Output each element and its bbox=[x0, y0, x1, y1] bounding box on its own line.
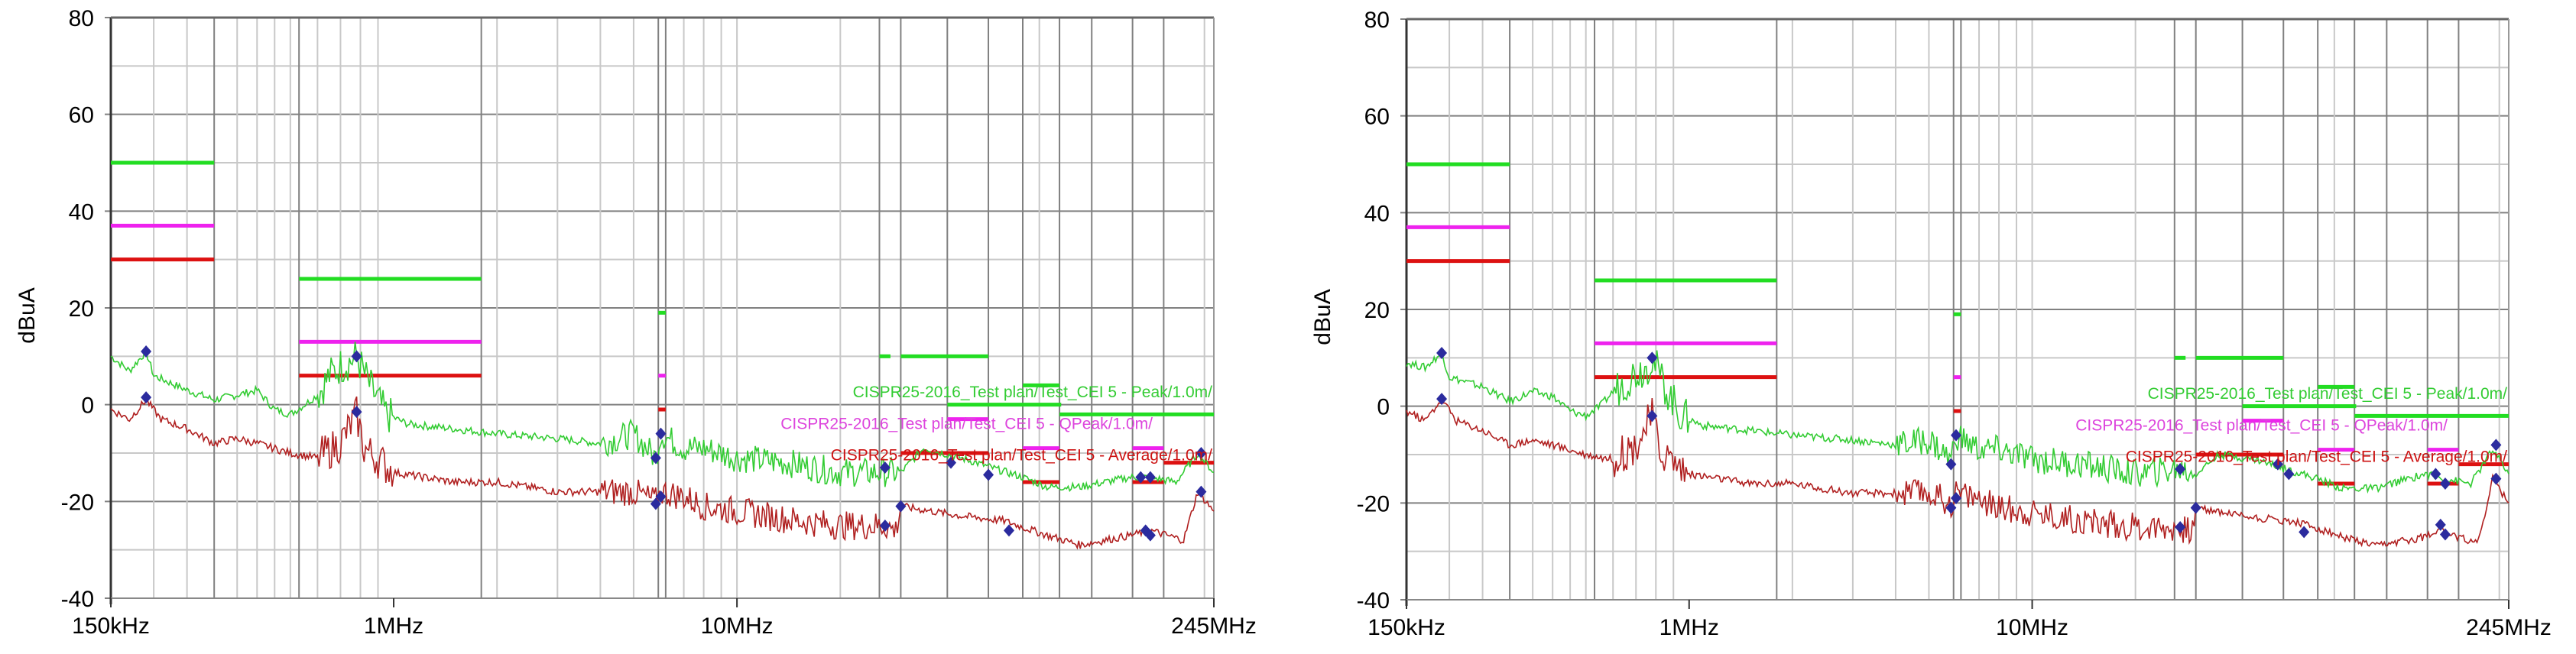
y-tick-label: 40 bbox=[1364, 201, 1390, 226]
peak-marker-icon bbox=[2435, 518, 2446, 531]
x-tick-label: 150kHz bbox=[1367, 615, 1445, 640]
peak-marker-icon bbox=[2430, 468, 2441, 481]
peak-marker-icon bbox=[351, 350, 362, 363]
y-tick-label: 60 bbox=[1364, 105, 1390, 130]
chart-right: -40 -20 0 20 40 60 80 dBuA 150kHz 1MHz 10MHz 245MHz… bbox=[1310, 8, 2552, 640]
peak-marker-icon bbox=[1646, 351, 1658, 364]
peak-marker-icon bbox=[1144, 471, 1156, 484]
peak-marker-icon bbox=[655, 427, 667, 440]
peak-marker-icon bbox=[895, 500, 907, 513]
peak-marker-icon bbox=[1196, 485, 1207, 498]
peak-marker-icon bbox=[1436, 393, 1448, 406]
peak-marker-icon bbox=[879, 520, 891, 532]
peak-marker-icon bbox=[2175, 521, 2186, 533]
peak-marker-icon bbox=[1196, 447, 1207, 459]
y-tick-label: 0 bbox=[81, 393, 94, 419]
peak-marker-icon bbox=[1003, 524, 1014, 537]
legend-entry: CISPR25-2016_Test plan/Test_CEI 5 - Peak… bbox=[2148, 385, 2508, 403]
peak-marker-icon bbox=[351, 406, 362, 419]
peak-marker-icon bbox=[1436, 347, 1448, 359]
x-tick-label: 10MHz bbox=[1996, 615, 2068, 640]
peak-marker-icon bbox=[650, 452, 661, 465]
y-axis-title: dBuA bbox=[1310, 289, 1335, 345]
peak-marker-icon bbox=[1135, 471, 1147, 484]
legend-entry: CISPR25-2016_Test plan/Test_CEI 5 - Aver… bbox=[2126, 448, 2507, 466]
x-tick-label: 245MHz bbox=[1171, 614, 1257, 639]
y-tick-label: -20 bbox=[61, 490, 94, 515]
average-trace bbox=[1406, 396, 2509, 548]
peak-marker-icon bbox=[946, 456, 957, 469]
legend-entry: CISPR25-2016_Test plan/Test_CEI 5 - Peak… bbox=[853, 384, 1213, 401]
peak-marker-icon bbox=[2190, 501, 2201, 514]
legend-entry: CISPR25-2016_Test plan/Test_CEI 5 - QPea… bbox=[2075, 416, 2448, 434]
peak-marker-icon bbox=[2490, 439, 2502, 452]
peak-marker-icon bbox=[983, 468, 994, 481]
y-tick-label: 60 bbox=[69, 103, 94, 128]
y-tick-label: 0 bbox=[1377, 395, 1390, 420]
peak-marker-icon bbox=[650, 497, 661, 510]
y-tick-label: 80 bbox=[1364, 8, 1390, 33]
peak-marker-icon bbox=[141, 345, 152, 358]
x-tick-label: 1MHz bbox=[1659, 615, 1719, 640]
legend-entry: CISPR25-2016_Test plan/Test_CEI 5 - Aver… bbox=[831, 447, 1212, 465]
chart-left: -40 -20 0 20 40 60 80 dBuA 150kHz 1MHz 10MHz 245MHz… bbox=[15, 6, 1257, 639]
peak-marker-icon bbox=[141, 391, 152, 404]
y-tick-label: -20 bbox=[1357, 491, 1390, 516]
peak-marker-icon bbox=[1950, 492, 1961, 504]
peak-marker-icon bbox=[1950, 429, 1961, 442]
y-tick-label: -40 bbox=[1357, 588, 1390, 614]
peak-marker-icon bbox=[2490, 472, 2502, 485]
y-tick-label: -40 bbox=[61, 587, 94, 612]
y-tick-label: 20 bbox=[69, 296, 94, 322]
peak-marker-icon bbox=[1945, 501, 1957, 514]
peak-marker-icon bbox=[2175, 463, 2186, 475]
peak-marker-icon bbox=[655, 490, 667, 503]
peak-marker-icon bbox=[2272, 458, 2283, 471]
peak-marker-icon bbox=[1945, 458, 1957, 471]
peak-marker-icon bbox=[1144, 529, 1156, 542]
peak-marker-icon bbox=[879, 461, 891, 474]
peak-marker-icon bbox=[1646, 410, 1658, 423]
peak-marker-icon bbox=[2439, 528, 2451, 541]
legend-entry: CISPR25-2016_Test plan/Test_CEI 5 - QPea… bbox=[780, 415, 1153, 432]
peak-marker-icon bbox=[2299, 526, 2310, 539]
x-tick-label: 245MHz bbox=[2466, 615, 2552, 640]
peak-trace bbox=[110, 342, 1215, 492]
y-tick-label: 40 bbox=[69, 199, 94, 225]
y-tick-label: 80 bbox=[69, 6, 94, 31]
x-tick-label: 1MHz bbox=[364, 614, 423, 639]
peak-marker-icon bbox=[2439, 478, 2451, 490]
y-axis-title: dBuA bbox=[15, 287, 40, 343]
x-tick-label: 150kHz bbox=[72, 614, 150, 639]
peak-marker-icon bbox=[2283, 468, 2295, 481]
y-tick-label: 20 bbox=[1364, 298, 1390, 323]
x-tick-label: 10MHz bbox=[701, 614, 774, 639]
